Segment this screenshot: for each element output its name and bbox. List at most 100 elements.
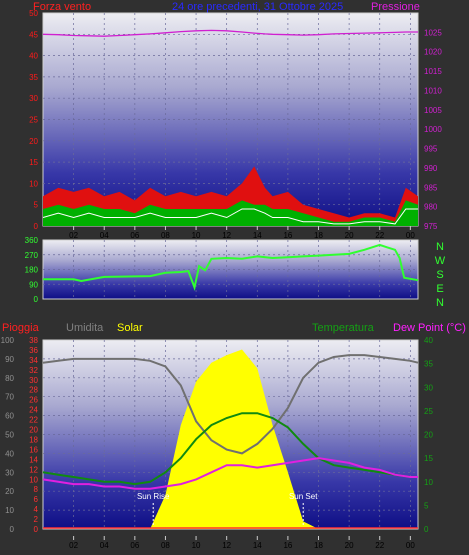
rain-y-tick: 34 <box>29 356 38 365</box>
temperature-y-ticks: 0 5 10 15 20 25 30 35 40 <box>424 336 433 534</box>
wind-y-tick: 40 <box>29 52 38 61</box>
rain-y-tick: 22 <box>29 416 38 425</box>
humidity-label: Umidita <box>66 322 104 334</box>
humidity-y-tick: 40 <box>5 449 14 458</box>
humidity-y-ticks: 0 10 20 30 40 50 60 70 80 90 100 <box>1 336 15 534</box>
direction-y-tick: 0 <box>34 295 39 304</box>
wind-panel-series <box>42 29 418 226</box>
humidity-y-tick: 90 <box>5 355 14 364</box>
wind-y-tick: 10 <box>29 179 38 188</box>
weather-panel-series <box>42 349 419 529</box>
rain-y-tick: 16 <box>29 445 38 454</box>
rain-y-tick: 38 <box>29 336 38 345</box>
wind-x-ticks: 02 04 06 08 10 12 14 16 18 20 22 00 <box>69 226 415 240</box>
wind-y-tick: 45 <box>29 30 38 39</box>
x-tick-label: 16 <box>283 231 292 240</box>
x-tick-label: 14 <box>253 231 262 240</box>
direction-y-tick: 180 <box>25 266 39 275</box>
rain-y-tick: 28 <box>29 386 38 395</box>
compass-letter: N <box>436 241 444 253</box>
sunset-label: Sun Set <box>289 492 318 501</box>
rain-y-tick: 0 <box>34 525 39 534</box>
humidity-y-tick: 0 <box>10 525 15 534</box>
x-tick-label: 04 <box>100 231 109 240</box>
rain-y-tick: 24 <box>29 406 38 415</box>
direction-y-tick: 270 <box>25 251 39 260</box>
humidity-y-tick: 20 <box>5 487 14 496</box>
average-wind-area <box>43 200 418 226</box>
rain-y-tick: 10 <box>29 475 38 484</box>
rain-y-tick: 18 <box>29 435 38 444</box>
x-tick-label: 16 <box>283 541 292 550</box>
x-tick-label: 00 <box>406 231 415 240</box>
wind-direction-line <box>43 243 419 292</box>
wind-axis-label: Forza vento <box>33 1 91 13</box>
x-tick-label: 02 <box>69 541 78 550</box>
gust-area <box>43 166 418 226</box>
pressure-y-tick: 1020 <box>424 48 442 57</box>
x-tick-label: 04 <box>100 541 109 550</box>
temperature-y-tick: 0 <box>424 525 429 534</box>
rain-y-tick: 6 <box>34 495 39 504</box>
x-tick-label: 20 <box>345 541 354 550</box>
pressure-y-tick: 1000 <box>424 125 442 134</box>
direction-y-tick: 90 <box>29 280 38 289</box>
direction-y-tick: 360 <box>25 236 39 245</box>
wind-y-tick: 30 <box>29 94 38 103</box>
humidity-line <box>42 354 419 455</box>
rain-y-tick: 30 <box>29 376 38 385</box>
compass-letter: W <box>435 255 446 267</box>
rain-y-tick: 36 <box>29 346 38 355</box>
weather-x-ticks: 02 04 06 08 10 12 14 16 18 20 22 00 <box>69 536 415 550</box>
wind-y-tick: 35 <box>29 73 38 82</box>
pressure-line <box>42 29 418 37</box>
x-tick-label: 22 <box>375 541 384 550</box>
wind-y-tick: 0 <box>34 222 39 231</box>
wind-panel-grid <box>43 13 418 226</box>
temperature-y-tick: 15 <box>424 454 433 463</box>
sunrise-label: Sun Rise <box>137 492 170 501</box>
pressure-axis-label: Pressione <box>371 1 420 13</box>
direction-panel <box>42 239 419 300</box>
temperature-y-tick: 30 <box>424 383 433 392</box>
temperature-y-tick: 40 <box>424 336 433 345</box>
x-tick-label: 10 <box>192 541 201 550</box>
temperature-y-tick: 10 <box>424 478 433 487</box>
pressure-y-tick: 985 <box>424 183 438 192</box>
compass-letter: S <box>436 269 443 281</box>
pressure-y-ticks: 975 980 985 990 995 1000 1005 1010 1015 1020 1025 <box>424 28 442 231</box>
wind-panel <box>42 12 419 227</box>
compass-letter: N <box>436 297 444 309</box>
dewpoint-line <box>42 457 418 490</box>
pressure-y-tick: 995 <box>424 145 438 154</box>
chart-title: 24 ore precedenti, 31 Ottobre 2025 <box>172 1 343 13</box>
pressure-y-tick: 1015 <box>424 67 442 76</box>
rain-y-tick: 2 <box>34 515 39 524</box>
x-tick-label: 14 <box>253 541 262 550</box>
rain-y-tick: 14 <box>29 455 38 464</box>
dewpoint-label: Dew Point (°C) <box>393 322 466 334</box>
direction-y-ticks: 0 90 180 270 360 <box>25 236 39 304</box>
humidity-y-tick: 30 <box>5 468 14 477</box>
x-tick-label: 08 <box>161 231 170 240</box>
pressure-y-tick: 980 <box>424 203 438 212</box>
rain-y-tick: 4 <box>34 505 39 514</box>
x-tick-label: 06 <box>130 541 139 550</box>
x-tick-label: 22 <box>375 231 384 240</box>
pressure-y-tick: 975 <box>424 222 438 231</box>
temperature-y-tick: 35 <box>424 360 433 369</box>
wind-y-tick: 5 <box>34 201 39 210</box>
wind-y-tick: 25 <box>29 116 38 125</box>
wind-y-tick: 20 <box>29 137 38 146</box>
temperature-label: Temperatura <box>312 322 375 334</box>
x-tick-label: 18 <box>314 231 323 240</box>
temperature-y-tick: 25 <box>424 407 433 416</box>
temperature-y-tick: 20 <box>424 431 433 440</box>
humidity-y-tick: 60 <box>5 412 14 421</box>
x-tick-label: 08 <box>161 541 170 550</box>
rain-y-tick: 20 <box>29 426 38 435</box>
solar-area <box>43 349 418 529</box>
solar-label: Solar <box>117 322 143 334</box>
rain-y-tick: 12 <box>29 465 38 474</box>
